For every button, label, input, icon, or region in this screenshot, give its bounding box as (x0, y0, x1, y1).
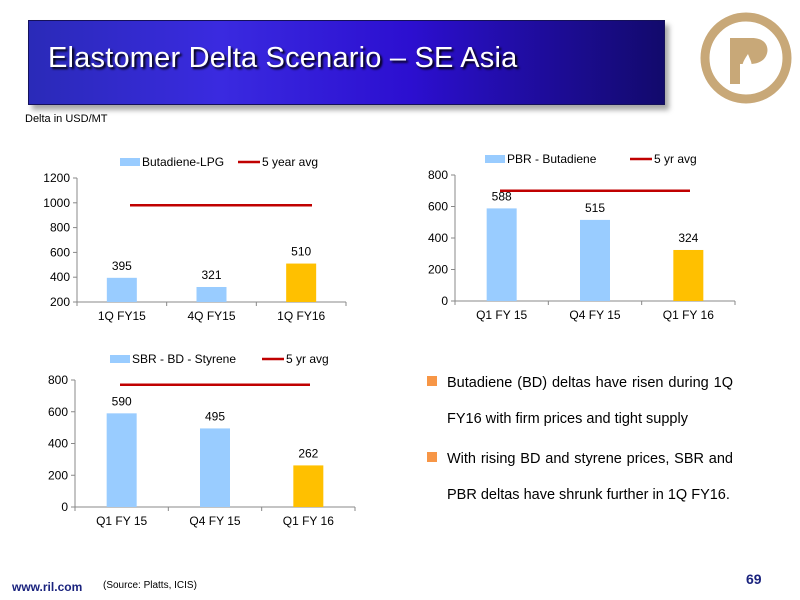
legend-swatch (485, 155, 505, 163)
bar (196, 286, 227, 302)
pbr-butadiene-chart: 0 200 400 600 800 588 Q1 FY 15 515 Q4 FY 15 324 Q1… (428, 152, 736, 322)
y-tick-label: 0 (441, 294, 448, 308)
x-tick-label: 4Q FY15 (187, 309, 235, 323)
bar (106, 277, 137, 302)
butadiene-lpg-chart: 200 400 600 800 1000 1200 395 1Q FY15 321 4Q FY15… (43, 155, 347, 323)
data-label: 262 (298, 446, 318, 460)
legend-swatch (120, 158, 140, 166)
x-tick-label: Q1 FY 16 (283, 514, 334, 528)
y-tick-label: 200 (48, 468, 68, 482)
page-number: 69 (746, 571, 762, 587)
reliance-logo-icon (700, 12, 792, 104)
source-note: (Source: Platts, ICIS) (103, 580, 197, 591)
footer-website-link[interactable]: www.ril.com (12, 580, 83, 594)
title-banner (28, 20, 665, 105)
y-tick-label: 800 (428, 168, 448, 182)
y-tick-label: 600 (428, 200, 448, 214)
sbr-bd-styrene-chart: 0 200 400 600 800 590 Q1 FY 15 495 Q4 FY 15 262 Q1… (48, 352, 356, 528)
data-label: 395 (112, 259, 132, 273)
bullet-point: With rising BD and styrene prices, SBR a… (425, 441, 733, 513)
delta-unit-label: Delta in USD/MT (25, 113, 108, 125)
bullet-marker-icon (427, 376, 437, 386)
y-tick-label: 400 (48, 437, 68, 451)
data-label: 515 (585, 201, 605, 215)
bar (673, 249, 704, 301)
legend-label: 5 year avg (262, 155, 318, 169)
y-tick-label: 600 (50, 245, 70, 259)
bullet-text: Butadiene (BD) deltas have risen during … (447, 375, 733, 427)
x-tick-label: Q4 FY 15 (189, 514, 240, 528)
bullet-point: Butadiene (BD) deltas have risen during … (425, 365, 733, 437)
y-tick-label: 1000 (43, 196, 70, 210)
y-tick-label: 0 (61, 500, 68, 514)
legend-label: PBR - Butadiene (507, 152, 597, 166)
bar (200, 428, 230, 507)
legend-label: 5 yr avg (286, 352, 329, 366)
y-tick-label: 400 (428, 231, 448, 245)
y-tick-label: 800 (50, 221, 70, 235)
x-tick-label: Q1 FY 16 (663, 308, 714, 322)
x-tick-label: 1Q FY15 (98, 309, 146, 323)
y-tick-label: 200 (50, 295, 70, 309)
legend-swatch (110, 355, 130, 363)
legend-label: Butadiene-LPG (142, 155, 224, 169)
bar (486, 208, 517, 301)
x-tick-label: Q4 FY 15 (569, 308, 620, 322)
data-label: 324 (678, 231, 698, 245)
data-label: 588 (492, 189, 512, 203)
y-tick-label: 400 (50, 270, 70, 284)
y-tick-label: 600 (48, 405, 68, 419)
bar (106, 413, 137, 507)
y-tick-label: 800 (48, 373, 68, 387)
legend-label: 5 yr avg (654, 152, 697, 166)
x-tick-label: Q1 FY 15 (476, 308, 527, 322)
page-title: Elastomer Delta Scenario – SE Asia (48, 42, 518, 74)
data-label: 321 (201, 268, 221, 282)
y-tick-label: 200 (428, 263, 448, 277)
data-label: 495 (205, 409, 225, 423)
bar (580, 219, 610, 301)
x-tick-label: 1Q FY16 (277, 309, 325, 323)
bar (293, 465, 324, 507)
x-tick-label: Q1 FY 15 (96, 514, 147, 528)
bullet-marker-icon (427, 452, 437, 462)
data-label: 590 (112, 394, 132, 408)
key-points: Butadiene (BD) deltas have risen during … (425, 365, 733, 517)
y-tick-label: 1200 (43, 171, 70, 185)
bullet-text: With rising BD and styrene prices, SBR a… (447, 451, 733, 503)
legend-label: SBR - BD - Styrene (132, 352, 236, 366)
data-label: 510 (291, 245, 311, 259)
bar (286, 263, 317, 302)
